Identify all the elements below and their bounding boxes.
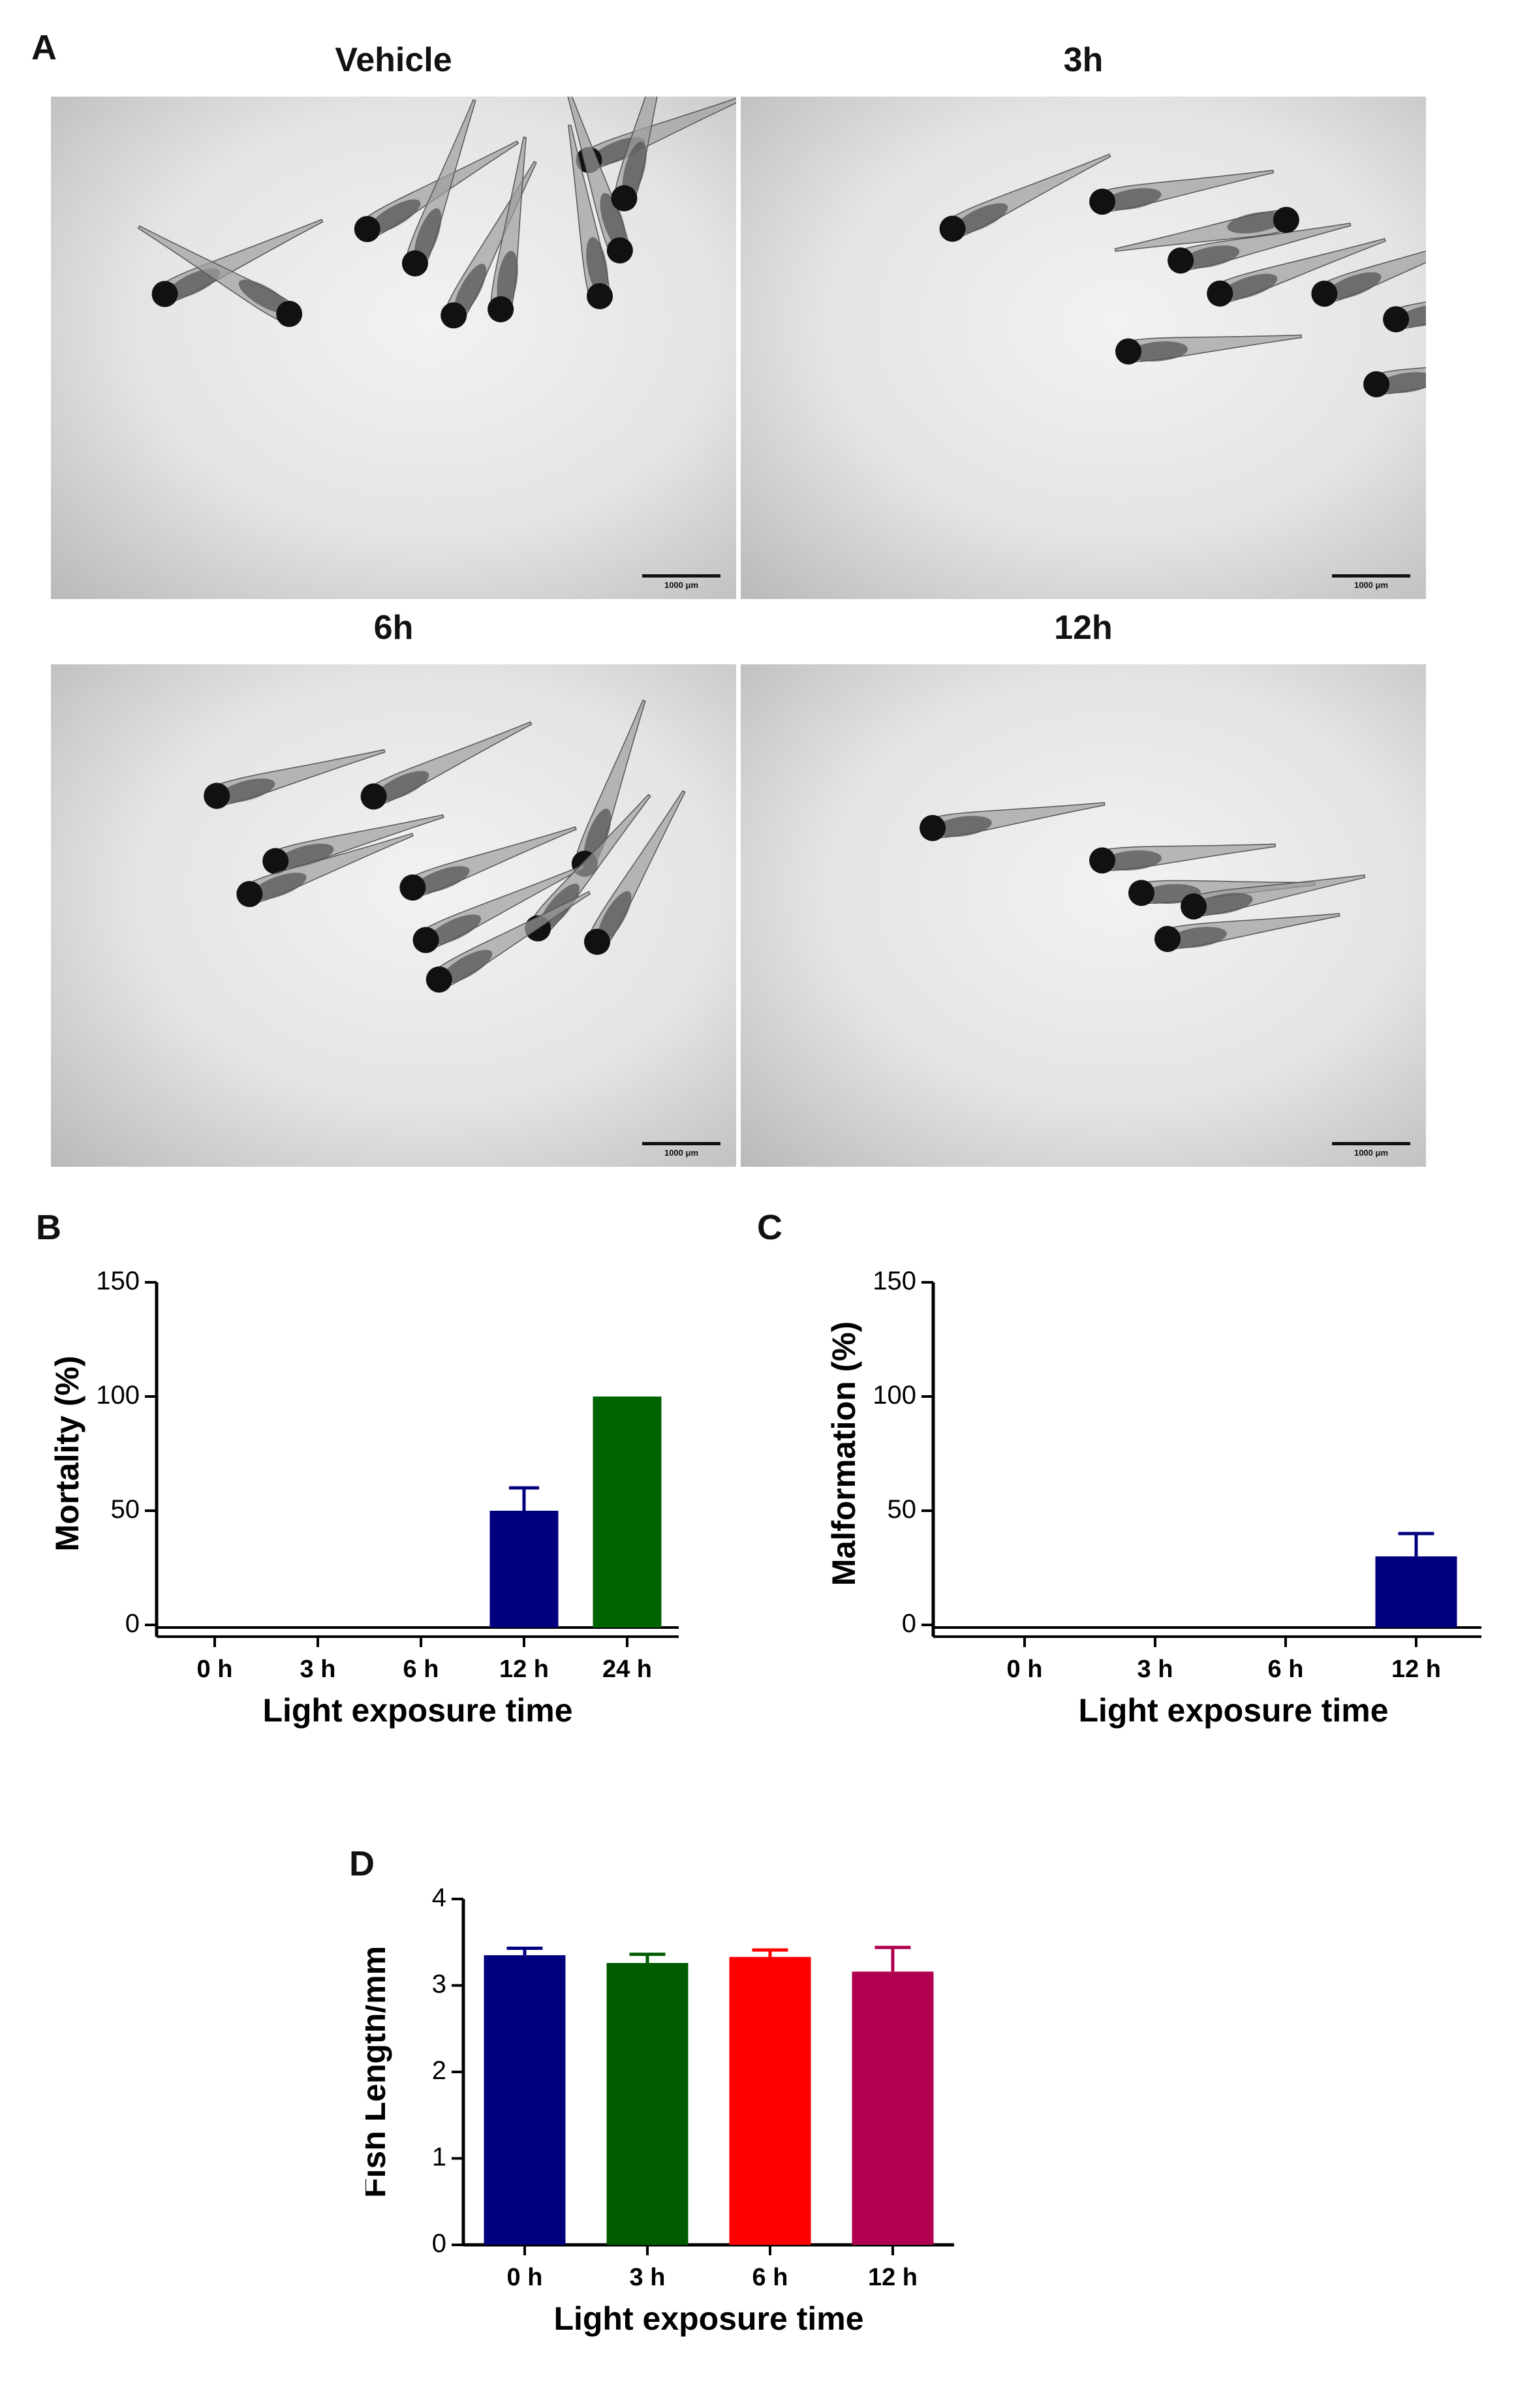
zebrafish-larva [151,219,324,307]
x-tick-label: 12 h [1391,1656,1441,1683]
zebrafish-larva [1363,358,1426,397]
y-axis-label: Fish Length/mm [365,1946,392,2198]
bar [729,1956,811,2245]
x-tick-label: 6 h [1268,1656,1304,1683]
bar [852,1971,934,2245]
x-tick-label: 0 h [507,2264,543,2291]
zebrafish-larva [1089,843,1276,874]
y-tick-label: 100 [96,1381,140,1410]
zebrafish-larva [425,891,591,993]
x-axis-label: Light exposure time [1078,1692,1388,1729]
chart-fish-length: 0 1 2 3 4 0 h 3 h 6 h 12 h Light exposure time Fis… [356,1879,1057,2385]
bar [489,1511,559,1628]
y-tick-label: 100 [873,1381,916,1410]
scale-bar-label: 1000 μm [1354,1148,1389,1158]
chart-malformation: 0 50 100 150 0 h 3 h 6 h 12 h Light exposure tim… [770,1263,1501,1762]
micrograph-12h: 1000 μm [741,664,1426,1167]
x-tick-label: 24 h [602,1656,652,1683]
y-tick-label: 50 [111,1495,140,1524]
zebrafish-larva [236,833,414,908]
micrograph-title-6h: 6h [373,609,414,647]
bar [484,1955,566,2245]
x-tick-label: 0 h [197,1656,233,1683]
panel-label-a: A [31,28,57,67]
zebrafish-larva [584,790,686,955]
zebrafish-larva [137,225,303,327]
zebrafish-larva [401,99,476,277]
larvae-drawing [920,802,1366,952]
zebrafish-larva [204,749,386,809]
bar [1375,1556,1457,1628]
mortality-bar-chart: 0 50 100 150 0 h 3 h 6 h 12 h 24 h Light exposure… [49,1267,679,1729]
zebrafish-larva [1311,232,1426,307]
bar [606,1963,688,2245]
zebrafish-larva [568,124,613,309]
x-tick-label: 3 h [630,2264,666,2291]
panel-label-c: C [757,1208,782,1247]
scale-bar-label: 1000 μm [664,1148,699,1158]
zebrafish-larva [939,153,1111,242]
y-axis-label: Malformation (%) [826,1321,862,1586]
x-tick-label: 12 h [499,1656,549,1683]
zebrafish-larva [1115,334,1302,365]
panel-label-b: B [36,1208,61,1247]
x-axis-label: Light exposure time [553,2300,863,2337]
scale-bar: 1000 μm [1332,574,1410,590]
y-axis-label: Mortality (%) [49,1356,85,1552]
y-tick-label: 50 [888,1495,917,1524]
micrograph-title-3h: 3h [1063,41,1104,79]
larvae-drawing [204,700,686,993]
zebrafish-larva [1207,238,1386,307]
zebrafish-larva [920,802,1106,841]
y-tick-label: 4 [432,1883,446,1912]
panel-label-d: D [349,1844,375,1883]
zebrafish-larva [412,865,585,953]
x-tick-label: 6 h [752,2264,788,2291]
micrograph-title-vehicle: Vehicle [335,41,452,79]
y-tick-label: 2 [432,2056,446,2085]
y-tick-label: 0 [432,2229,446,2258]
scale-bar: 1000 μm [642,574,720,590]
zebrafish-larva [1383,281,1426,333]
micrograph-6h: 1000 μm [51,664,736,1167]
zebrafish-larva [399,826,577,901]
zebrafish-larva [360,721,533,810]
x-tick-label: 3 h [300,1656,336,1683]
zebrafish-larva [1181,874,1366,920]
x-tick-label: 6 h [403,1656,439,1683]
zebrafish-larva [1168,223,1352,274]
x-tick-label: 12 h [868,2264,918,2291]
x-tick-label: 3 h [1137,1656,1173,1683]
chart-mortality: 0 50 100 150 0 h 3 h 6 h 12 h 24 h Light exposure… [46,1263,724,1762]
zebrafish-larva [611,97,672,211]
scale-bar: 1000 μm [642,1142,720,1158]
y-tick-label: 0 [902,1609,916,1638]
zebrafish-larva [1154,913,1340,952]
y-tick-label: 0 [125,1609,140,1638]
x-tick-label: 0 h [1007,1656,1043,1683]
larvae-drawing [137,97,736,329]
scale-bar: 1000 μm [1332,1142,1410,1158]
y-tick-label: 150 [873,1267,916,1295]
larvae-drawing [939,153,1426,397]
zebrafish-larva [564,97,633,264]
x-axis-label: Light exposure time [262,1692,572,1729]
zebrafish-larva [1114,206,1299,252]
zebrafish-larva [262,814,444,874]
scale-bar-label: 1000 μm [1354,580,1389,590]
zebrafish-larva [1089,170,1275,215]
micrograph-title-12h: 12h [1054,609,1113,647]
y-tick-label: 3 [432,1970,446,1999]
y-tick-label: 150 [96,1267,140,1295]
micrograph-3h: 1000 μm [741,97,1426,599]
y-tick-label: 1 [432,2143,446,2172]
scale-bar-label: 1000 μm [664,580,699,590]
bar [593,1397,662,1628]
zebrafish-larva [487,136,527,322]
micrograph-vehicle: 1000 μm [51,97,736,599]
